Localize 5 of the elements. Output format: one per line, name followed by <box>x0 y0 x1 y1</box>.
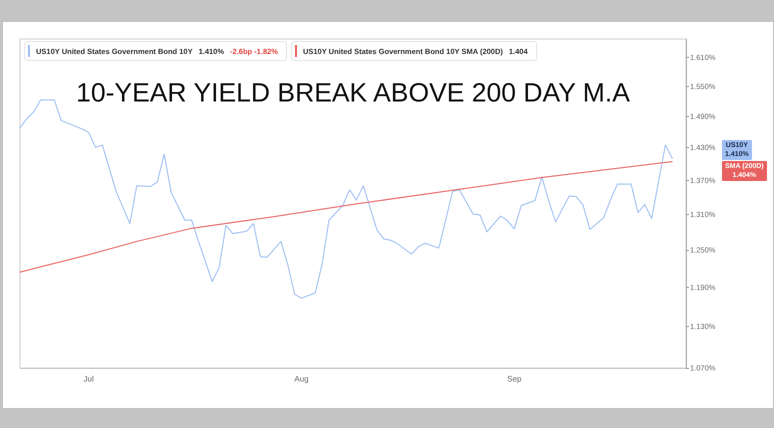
text: 10-YEAR YIELD BREAK ABOVE 200 DAY M.A <box>76 78 630 108</box>
line-series <box>20 161 673 273</box>
x-tick-label: Sep <box>507 374 522 384</box>
x-tick-label: Jul <box>84 374 94 384</box>
x-tick-label: Aug <box>294 374 309 384</box>
